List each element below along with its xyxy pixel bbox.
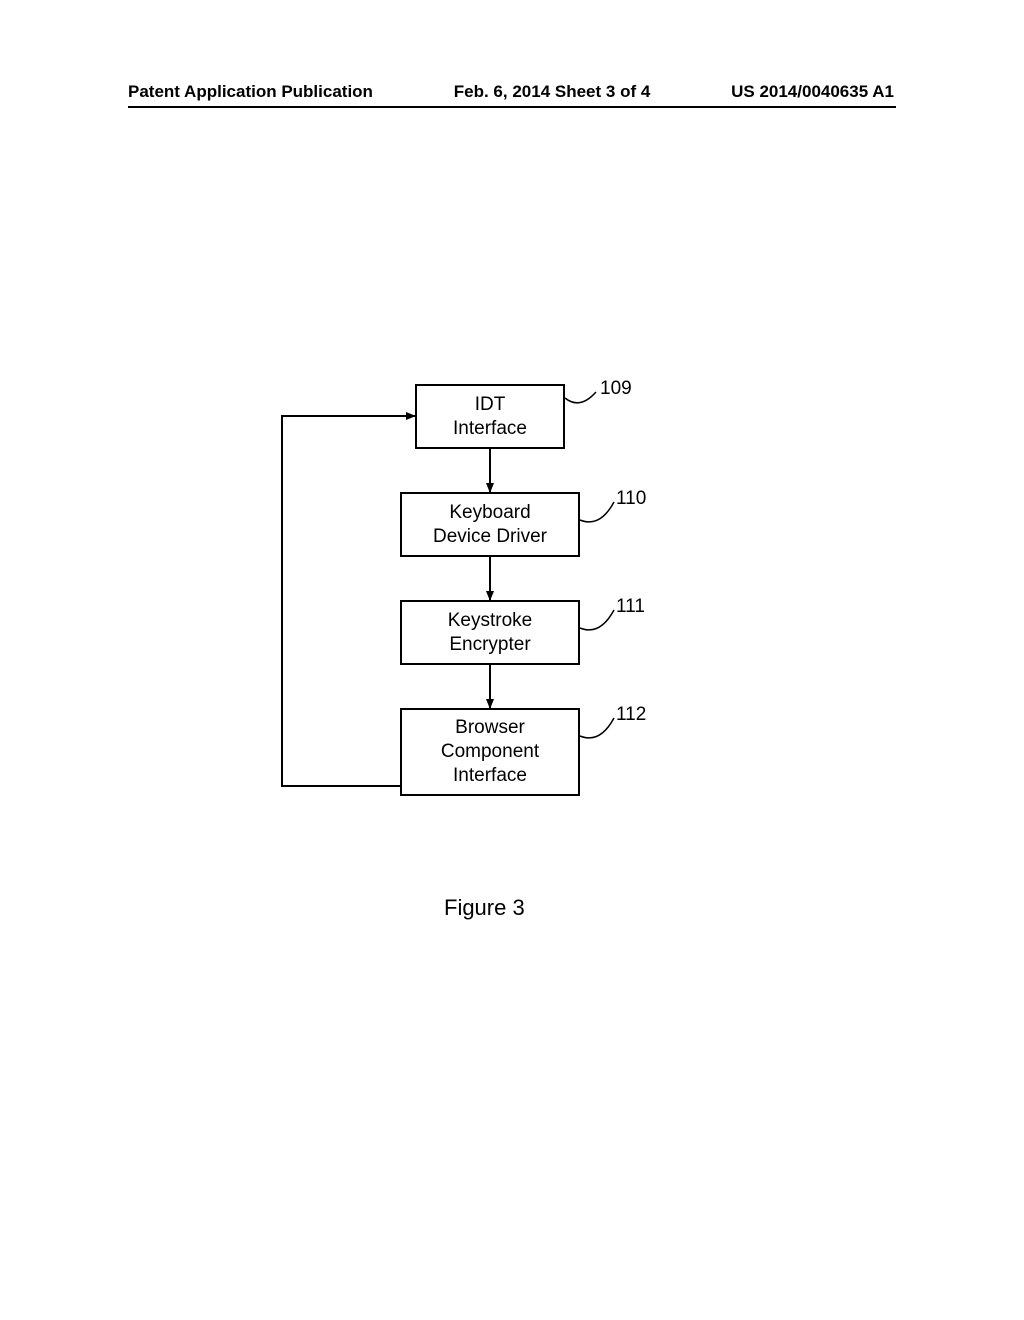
reference-numeral: 109	[600, 378, 632, 400]
reference-numeral: 112	[616, 704, 646, 726]
node-label: Interface	[453, 764, 527, 788]
node-label: Browser	[455, 716, 525, 740]
node-label: Keyboard	[449, 501, 530, 525]
node-label: IDT	[475, 393, 506, 417]
flowchart-node-n110: KeyboardDevice Driver	[400, 492, 580, 557]
node-label: Encrypter	[449, 633, 530, 657]
figure-caption: Figure 3	[444, 895, 525, 921]
flowchart-node-n109: IDTInterface	[415, 384, 565, 449]
flowchart-node-n111: KeystrokeEncrypter	[400, 600, 580, 665]
page: Patent Application Publication Feb. 6, 2…	[0, 0, 1024, 1320]
reference-numeral: 111	[616, 596, 645, 618]
flowchart-node-n112: BrowserComponentInterface	[400, 708, 580, 796]
node-label: Interface	[453, 417, 527, 441]
flowchart-diagram: IDTInterface109KeyboardDevice Driver110K…	[0, 0, 1024, 1320]
node-label: Component	[441, 740, 539, 764]
node-label: Device Driver	[433, 525, 547, 549]
reference-numeral: 110	[616, 488, 646, 510]
node-label: Keystroke	[448, 609, 532, 633]
